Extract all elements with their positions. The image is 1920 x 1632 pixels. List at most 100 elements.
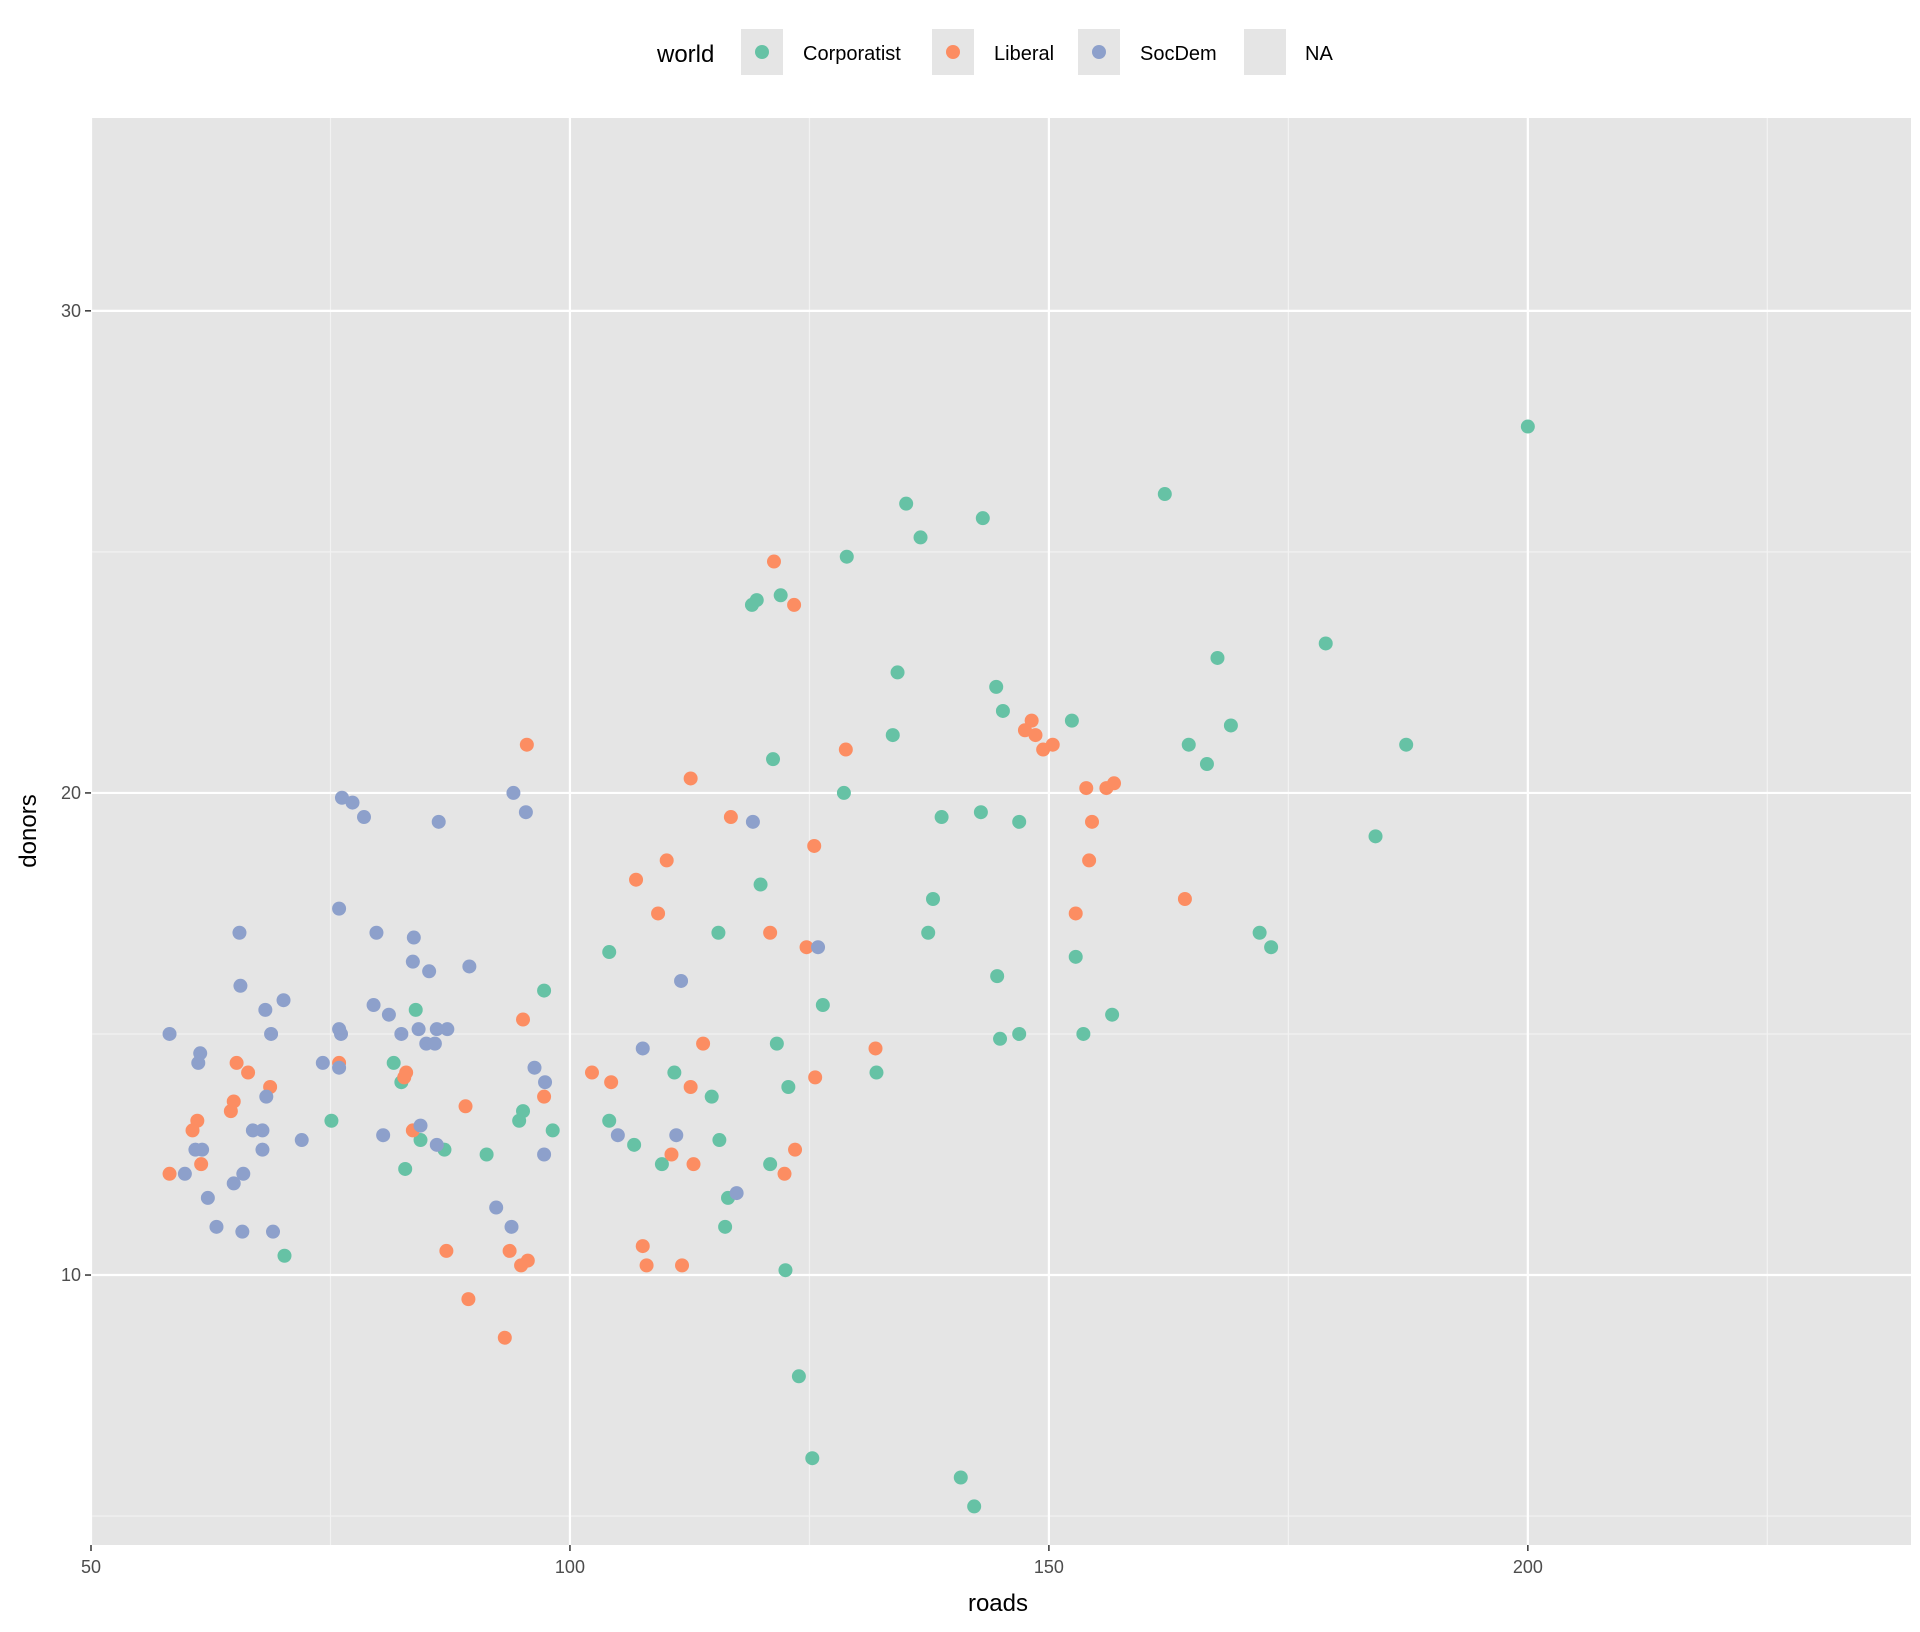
point-liberal xyxy=(514,1258,529,1273)
point-corporatist xyxy=(899,496,914,511)
legend-key-corporatist: Corporatist xyxy=(741,29,901,75)
point-socdem xyxy=(431,814,446,829)
point-liberal xyxy=(766,554,781,569)
point-liberal xyxy=(584,1065,599,1080)
point-corporatist xyxy=(989,679,1004,694)
point-socdem xyxy=(376,1128,391,1143)
point-corporatist xyxy=(1210,650,1225,665)
point-socdem xyxy=(195,1142,210,1157)
point-socdem xyxy=(200,1190,215,1205)
point-liberal xyxy=(659,853,674,868)
point-corporatist xyxy=(479,1147,494,1162)
point-socdem xyxy=(258,1002,273,1017)
point-corporatist xyxy=(324,1113,339,1128)
point-corporatist xyxy=(766,752,781,767)
point-corporatist xyxy=(704,1089,719,1104)
point-liberal xyxy=(1068,906,1083,921)
point-corporatist xyxy=(277,1248,292,1263)
point-corporatist xyxy=(718,1219,733,1234)
legend-label-socdem: SocDem xyxy=(1140,43,1217,65)
point-socdem xyxy=(745,814,760,829)
point-liberal xyxy=(1177,891,1192,906)
point-liberal xyxy=(185,1123,200,1138)
x-tick-label: 200 xyxy=(1513,1557,1543,1577)
legend-label-na: NA xyxy=(1305,43,1333,65)
point-corporatist xyxy=(712,1133,727,1148)
point-liberal xyxy=(1079,781,1094,796)
point-corporatist xyxy=(545,1123,560,1138)
point-corporatist xyxy=(990,969,1005,984)
point-socdem xyxy=(440,1022,455,1037)
point-socdem xyxy=(429,1022,444,1037)
point-socdem xyxy=(177,1166,192,1181)
point-liberal xyxy=(229,1055,244,1070)
point-socdem xyxy=(406,930,421,945)
point-corporatist xyxy=(975,511,990,526)
point-corporatist xyxy=(1181,737,1196,752)
y-tick-label: 10 xyxy=(61,1265,81,1285)
point-socdem xyxy=(209,1219,224,1234)
point-liberal xyxy=(241,1065,256,1080)
point-liberal xyxy=(777,1166,792,1181)
point-socdem xyxy=(191,1055,206,1070)
point-socdem xyxy=(334,790,349,805)
point-corporatist xyxy=(1012,814,1027,829)
point-liberal xyxy=(162,1166,177,1181)
x-axis-title: roads xyxy=(968,1590,1028,1617)
y-tick-label: 20 xyxy=(61,783,81,803)
point-socdem xyxy=(610,1128,625,1143)
point-corporatist xyxy=(1199,757,1214,772)
point-corporatist xyxy=(763,1157,778,1172)
point-socdem xyxy=(413,1118,428,1133)
point-socdem xyxy=(315,1055,330,1070)
point-corporatist xyxy=(1368,829,1383,844)
point-corporatist xyxy=(386,1055,401,1070)
point-socdem xyxy=(236,1166,251,1181)
point-socdem xyxy=(332,1060,347,1075)
point-corporatist xyxy=(413,1133,428,1148)
point-liberal xyxy=(223,1104,238,1119)
point-liberal xyxy=(1107,776,1122,791)
point-liberal xyxy=(461,1292,476,1307)
point-corporatist xyxy=(1318,636,1333,651)
point-liberal xyxy=(639,1258,654,1273)
point-corporatist xyxy=(921,925,936,940)
point-corporatist xyxy=(1520,419,1535,434)
point-corporatist xyxy=(934,810,949,825)
point-liberal xyxy=(439,1243,454,1258)
point-corporatist xyxy=(667,1065,682,1080)
point-liberal xyxy=(1028,728,1043,743)
point-socdem xyxy=(255,1123,270,1138)
point-corporatist xyxy=(408,1002,423,1017)
point-socdem xyxy=(357,810,371,825)
point-liberal xyxy=(194,1157,209,1172)
legend-marker-socdem xyxy=(1092,45,1106,59)
point-corporatist xyxy=(749,593,764,608)
point-liberal xyxy=(807,838,822,853)
point-corporatist xyxy=(1264,940,1279,955)
point-socdem xyxy=(427,1036,442,1051)
point-socdem xyxy=(669,1128,684,1143)
point-socdem xyxy=(233,978,248,993)
point-socdem xyxy=(162,1026,177,1041)
point-corporatist xyxy=(967,1499,982,1514)
point-liberal xyxy=(1082,853,1097,868)
point-socdem xyxy=(232,925,247,940)
point-liberal xyxy=(808,1070,823,1085)
point-corporatist xyxy=(537,983,552,998)
point-corporatist xyxy=(995,703,1010,718)
point-socdem xyxy=(394,1026,409,1041)
point-corporatist xyxy=(654,1157,669,1172)
point-liberal xyxy=(683,771,698,786)
legend-label-liberal: Liberal xyxy=(994,43,1054,65)
point-corporatist xyxy=(1252,925,1267,940)
point-socdem xyxy=(422,964,437,979)
point-liberal xyxy=(683,1080,698,1095)
point-corporatist xyxy=(839,549,854,564)
point-liberal xyxy=(651,906,666,921)
point-liberal xyxy=(664,1147,679,1162)
point-socdem xyxy=(411,1022,426,1037)
point-liberal xyxy=(458,1099,473,1114)
point-corporatist xyxy=(1076,1026,1091,1041)
point-liberal xyxy=(497,1330,512,1345)
